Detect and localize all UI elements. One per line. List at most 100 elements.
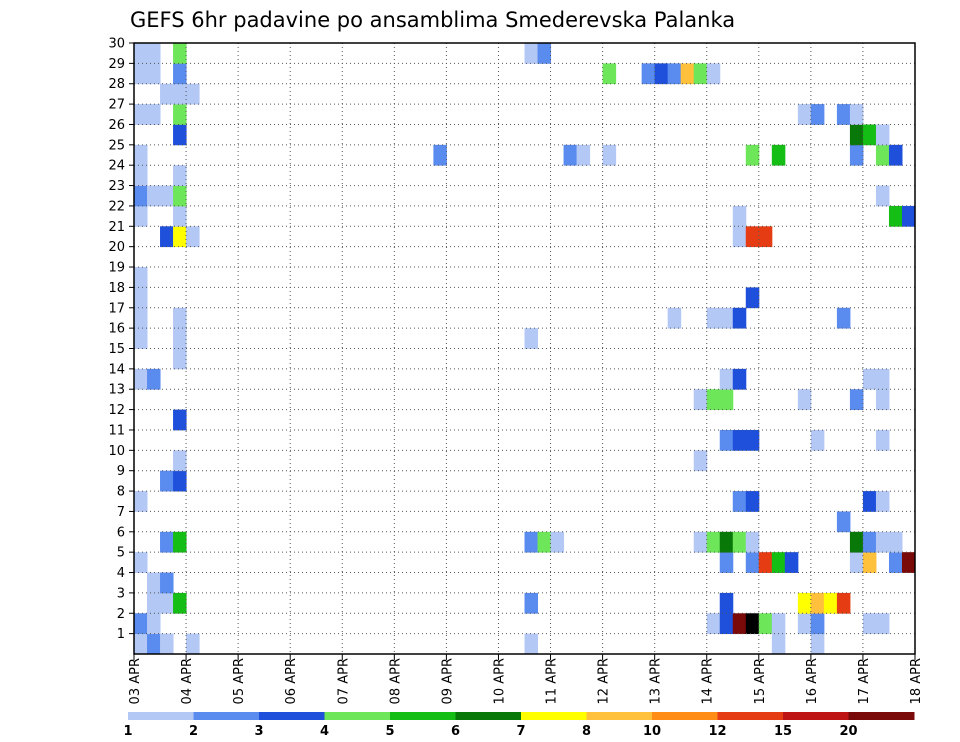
heatmap-cell [719, 592, 734, 614]
heatmap-cell [810, 104, 825, 125]
heatmap-cell [875, 531, 890, 553]
x-tick-label: 03 APR [128, 658, 143, 704]
heatmap-cell [771, 552, 786, 573]
heatmap-cell [745, 226, 760, 248]
heatmap-cell [433, 144, 447, 166]
heatmap-cell [875, 368, 890, 390]
heatmap-cell [680, 63, 695, 85]
heatmap-cell [719, 389, 734, 410]
heatmap-cell [576, 144, 591, 166]
heatmap-cell [901, 205, 915, 227]
heatmap-cell [134, 43, 148, 64]
heatmap-cell [810, 633, 825, 655]
x-tick-label: 14 APR [701, 658, 716, 704]
heatmap-cell [160, 470, 174, 492]
legend-label: 2 [189, 724, 198, 739]
heatmap-cell [524, 633, 539, 655]
y-axis: 1234567891011121314151617181920212223242… [108, 37, 134, 642]
y-tick-label: 14 [108, 362, 125, 377]
legend-label: 20 [839, 724, 857, 739]
heatmap-cell [537, 531, 552, 553]
heatmap-cell [771, 633, 786, 655]
heatmap-cell [160, 531, 174, 553]
legend-label: 15 [774, 724, 792, 739]
heatmap-cell [173, 124, 187, 146]
heatmap-cell [173, 104, 187, 125]
heatmap-cell [173, 63, 187, 85]
heatmap-cell [862, 491, 877, 512]
heatmap-cell [173, 470, 187, 492]
heatmap-cell [758, 226, 773, 248]
legend-swatch [259, 712, 325, 720]
x-tick-label: 06 APR [284, 658, 299, 704]
legend-label: 5 [385, 724, 394, 739]
heatmap-cell [654, 63, 669, 85]
heatmap-cell [693, 450, 708, 472]
heatmap-cell [134, 185, 148, 207]
heatmap-cell [875, 185, 890, 207]
heatmap-cell [147, 63, 161, 85]
heatmap-cell [745, 531, 760, 553]
heatmap-cell [173, 348, 187, 370]
heatmap-cell [836, 104, 851, 125]
heatmap-cell [875, 613, 890, 635]
heatmap-cell [719, 552, 734, 573]
heatmap-cell [667, 63, 682, 85]
x-tick-label: 11 APR [545, 658, 560, 704]
y-tick-label: 27 [108, 98, 125, 113]
x-tick-label: 07 APR [336, 658, 351, 704]
y-tick-label: 3 [117, 586, 125, 601]
heatmap-cell [550, 531, 565, 553]
y-tick-label: 26 [108, 118, 125, 133]
legend-label: 6 [451, 724, 460, 739]
y-tick-label: 28 [108, 77, 125, 92]
heatmap-cell [836, 511, 851, 533]
y-tick-label: 7 [117, 505, 125, 520]
heatmap-cell [849, 531, 864, 553]
legend-label: 4 [320, 724, 329, 739]
heatmap-cell [823, 592, 838, 614]
heatmap-cell [732, 368, 747, 390]
heatmap-cell [563, 144, 578, 166]
y-tick-label: 8 [117, 485, 125, 500]
heatmap-cell [173, 43, 187, 64]
y-tick-label: 11 [108, 423, 125, 438]
heatmap-cell [771, 613, 786, 635]
heatmap-cell [134, 552, 148, 573]
heatmap-cell [888, 552, 903, 573]
heatmap-cell [732, 226, 747, 248]
y-tick-label: 12 [108, 403, 125, 418]
legend-label: 10 [643, 724, 661, 739]
heatmap-cell [173, 328, 187, 349]
heatmap-cell [771, 144, 786, 166]
heatmap-cell [758, 613, 773, 635]
heatmap-cell [706, 389, 721, 410]
heatmap-cell [719, 429, 734, 451]
heatmap-cell [173, 409, 187, 431]
heatmap-cell [147, 592, 161, 614]
heatmap-cell [862, 613, 877, 635]
y-tick-label: 21 [108, 220, 125, 235]
heatmap-cell [173, 226, 187, 248]
heatmap-cell [147, 633, 161, 655]
heatmap-cell [134, 613, 148, 635]
x-tick-label: 16 APR [805, 658, 820, 704]
heatmap-cell [173, 83, 187, 105]
y-tick-label: 1 [117, 627, 125, 642]
x-tick-label: 15 APR [753, 658, 768, 704]
heatmap-cell [173, 592, 187, 614]
heatmap-cell [641, 63, 656, 85]
heatmap-cell [745, 613, 760, 635]
y-tick-label: 23 [108, 179, 125, 194]
heatmap-cell [810, 592, 825, 614]
heatmap-cell [719, 368, 734, 390]
heatmap-cell [849, 389, 864, 410]
heatmap-cell [524, 328, 539, 349]
heatmap-cell [147, 613, 161, 635]
heatmap-cell [888, 205, 903, 227]
heatmap-cell [537, 43, 552, 64]
heatmap-cell [173, 205, 187, 227]
heatmap-cell [862, 124, 877, 146]
heatmap-cell [134, 144, 148, 166]
y-tick-label: 15 [108, 342, 125, 357]
